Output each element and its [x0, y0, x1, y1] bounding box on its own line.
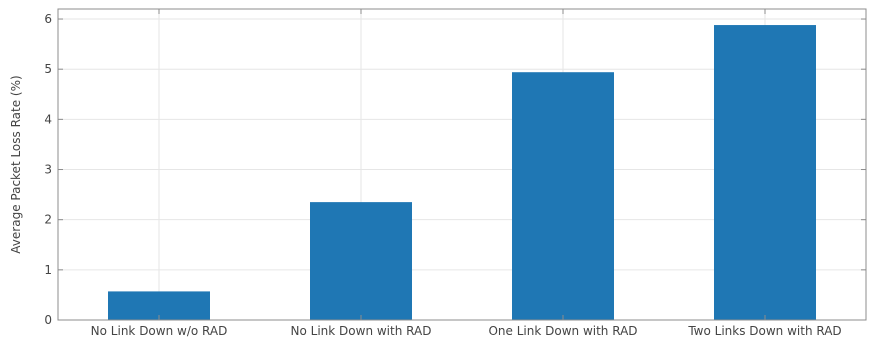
bar-3 — [714, 25, 816, 321]
x-tick-labels: No Link Down w/o RAD No Link Down with RA… — [91, 324, 842, 338]
y-tick-label: 4 — [44, 112, 52, 126]
plot-frame — [57, 8, 867, 321]
x-tick-label: One Link Down with RAD — [488, 324, 637, 338]
bars — [108, 25, 816, 321]
x-tick-label: No Link Down with RAD — [291, 324, 432, 338]
axis-ticks — [58, 9, 866, 321]
bar-1 — [310, 202, 412, 320]
y-tick-label: 0 — [44, 313, 52, 327]
y-tick-label: 6 — [44, 12, 52, 26]
y-tick-label: 5 — [44, 62, 52, 76]
y-tick-label: 1 — [44, 263, 52, 277]
x-tick-label: Two Links Down with RAD — [687, 324, 841, 338]
y-tick-labels: 0 1 2 3 4 5 6 — [44, 12, 52, 327]
bar-2 — [512, 72, 614, 321]
y-axis-label: Average Packet Loss Rate (%) — [9, 75, 23, 253]
y-tick-label: 3 — [44, 163, 52, 177]
x-tick-label: No Link Down w/o RAD — [91, 324, 228, 338]
y-tick-label: 2 — [44, 213, 52, 227]
